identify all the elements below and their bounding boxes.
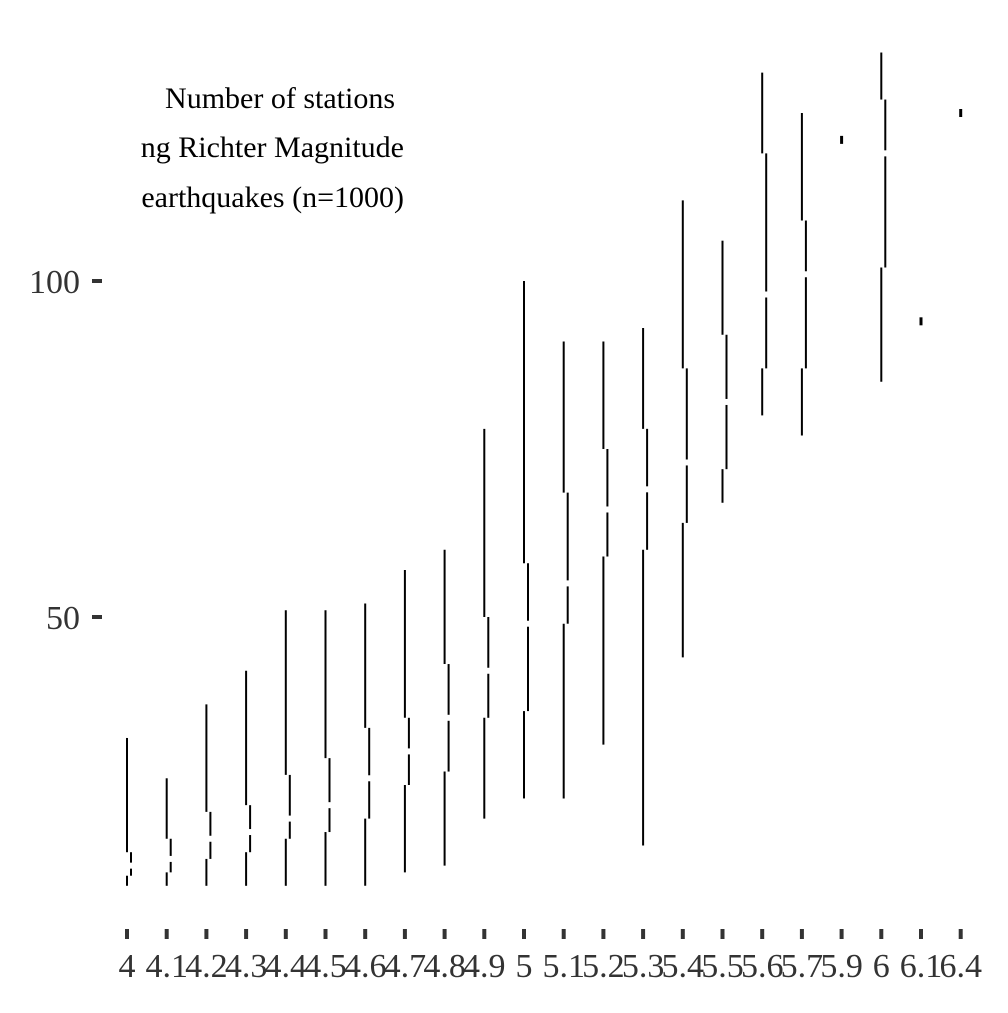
boxplot-5.4 [681, 200, 688, 658]
x-tick-label: 5.4 [662, 948, 705, 985]
x-tick-label: 4.9 [463, 948, 506, 985]
chart-title-line: ng Richter Magnitude [141, 131, 404, 164]
chart-title: Number of stations ng Richter Magnitude ea… [141, 82, 404, 214]
x-tick-label: 4.7 [384, 948, 427, 985]
x-tick-label: 5.2 [582, 948, 625, 985]
y-tick-label: 100 [29, 264, 80, 301]
boxplot-5.1 [562, 341, 569, 799]
x-axis: 4 4.14.24.34.44.54.64.74.84.9 5 5.15.25.35.… [119, 929, 982, 985]
x-tick-label: 5.5 [701, 948, 744, 985]
boxplot-5.2 [602, 341, 609, 745]
x-tick-label: 4.2 [185, 948, 228, 985]
boxplot-4 [126, 737, 132, 886]
x-tick-label: 5.9 [820, 948, 863, 985]
y-tick-label: 50 [46, 600, 80, 637]
x-tick-label: 5.3 [622, 948, 665, 985]
boxplot-5.6 [761, 72, 768, 416]
boxplot-5 [523, 281, 529, 799]
boxplot-4.3 [245, 670, 252, 886]
x-tick-label: 5.1 [542, 948, 585, 985]
boxplot-4.1 [165, 778, 172, 886]
chart-title-line: Number of stations [165, 82, 395, 115]
boxplot-4.6 [364, 603, 371, 886]
x-tick-label: 6 [873, 948, 890, 985]
boxplot-4.7 [403, 569, 410, 873]
x-tick-label: 5 [516, 948, 533, 985]
x-tick-label: 4.5 [304, 948, 347, 985]
x-tick-label: 4.1 [145, 948, 188, 985]
x-tick-label: 4.6 [344, 948, 387, 985]
boxplot-4.5 [324, 610, 331, 886]
x-tick-label: 5.6 [741, 948, 784, 985]
x-tick-label: 6.4 [939, 948, 982, 985]
y-axis: 50 100 [29, 264, 102, 637]
boxplot-6 [880, 52, 887, 382]
boxplot-4.9 [483, 428, 490, 819]
x-tick-label: 4.4 [265, 948, 308, 985]
x-tick-label: 4.3 [225, 948, 268, 985]
x-tick-label: 4 [119, 948, 136, 985]
x-tick-label: 5.7 [781, 948, 824, 985]
boxplot-5.3 [642, 328, 649, 846]
x-tick-label: 4.8 [423, 948, 466, 985]
boxplot-marks [126, 52, 963, 886]
boxplot-5.5 [721, 240, 728, 503]
boxplot-4.8 [443, 549, 450, 866]
boxplot-5.7 [800, 113, 807, 436]
boxplot-4.4 [284, 610, 291, 886]
boxplot-4.2 [205, 704, 212, 886]
x-tick-label: 6.1 [900, 948, 943, 985]
chart-title-line: earthquakes (n=1000) [141, 181, 404, 214]
